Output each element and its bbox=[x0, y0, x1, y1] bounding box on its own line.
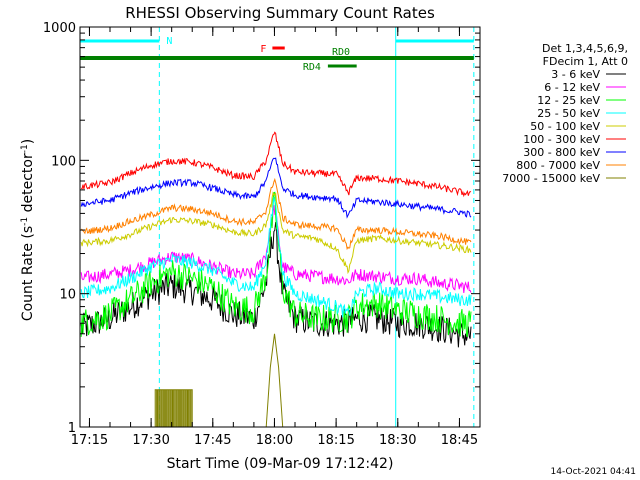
legend-entry-label: 7000 - 15000 keV bbox=[502, 172, 600, 185]
series-line-5 bbox=[80, 191, 472, 275]
x-tick-label: 17:30 bbox=[132, 433, 169, 448]
legend-entry-label: 800 - 7000 keV bbox=[516, 159, 600, 172]
y-tick-label: 1 bbox=[68, 421, 76, 436]
y-label-part-1: Count Rate (s bbox=[20, 226, 36, 321]
legend: Det 1,3,4,5,6,9,FDecim 1, Att 03 - 6 keV… bbox=[502, 42, 628, 185]
legend-entry-label: 100 - 300 keV bbox=[523, 133, 600, 146]
legend-entry-label: 50 - 100 keV bbox=[530, 120, 600, 133]
y-tick-label: 100 bbox=[51, 154, 76, 169]
flag-label-f: F bbox=[260, 44, 266, 55]
legend-header-line: FDecim 1, Att 0 bbox=[543, 55, 628, 68]
legend-entry-label: 12 - 25 keV bbox=[537, 94, 600, 107]
x-axis-label: Start Time (09-Mar-09 17:12:42) bbox=[167, 456, 394, 472]
flag-layer: N F RD0 RD4 bbox=[80, 36, 474, 73]
legend-entry-label: 3 - 6 keV bbox=[551, 68, 600, 81]
plot-frame bbox=[79, 26, 481, 428]
footer-timestamp: 14-Oct-2021 04:41 bbox=[551, 467, 636, 477]
legend-header-line: Det 1,3,4,5,6,9, bbox=[542, 42, 628, 55]
y-label-sup-2: -1 bbox=[20, 144, 30, 153]
y-tick-label: 1000 bbox=[43, 21, 76, 36]
axis-layer: 1 10 100 1000 17:15 17:30 17:45 18:00 18:15 18:30… bbox=[43, 21, 481, 448]
flag-label-n: N bbox=[166, 36, 172, 47]
y-label-part-2: detector bbox=[20, 153, 36, 217]
flag-label-rd4: RD4 bbox=[303, 62, 321, 73]
y-label-part-3: ) bbox=[20, 139, 36, 144]
x-tick-label: 17:45 bbox=[194, 433, 231, 448]
x-tick-label: 18:00 bbox=[256, 433, 293, 448]
legend-entry-label: 25 - 50 keV bbox=[537, 107, 600, 120]
chart-title: RHESSI Observing Summary Count Rates bbox=[125, 4, 435, 22]
y-tick-label: 10 bbox=[59, 288, 76, 303]
series-line-3 bbox=[80, 191, 472, 338]
legend-entry-label: 6 - 12 keV bbox=[544, 81, 600, 94]
y-label-sup-1: -1 bbox=[20, 217, 30, 226]
series-line-7 bbox=[80, 157, 472, 219]
y-axis-label: Count Rate (s-1 detector-1) bbox=[20, 139, 36, 321]
x-tick-label: 17:15 bbox=[71, 433, 108, 448]
series-line-8 bbox=[80, 177, 472, 251]
x-tick-label: 18:45 bbox=[441, 433, 478, 448]
flag-label-rd0: RD0 bbox=[332, 47, 350, 58]
legend-entry-label: 300 - 800 keV bbox=[523, 146, 600, 159]
x-tick-label: 18:15 bbox=[317, 433, 354, 448]
series-line-4 bbox=[80, 197, 472, 318]
x-tick-label: 18:30 bbox=[379, 433, 416, 448]
series-line-6 bbox=[80, 131, 472, 198]
series-layer bbox=[80, 131, 472, 428]
